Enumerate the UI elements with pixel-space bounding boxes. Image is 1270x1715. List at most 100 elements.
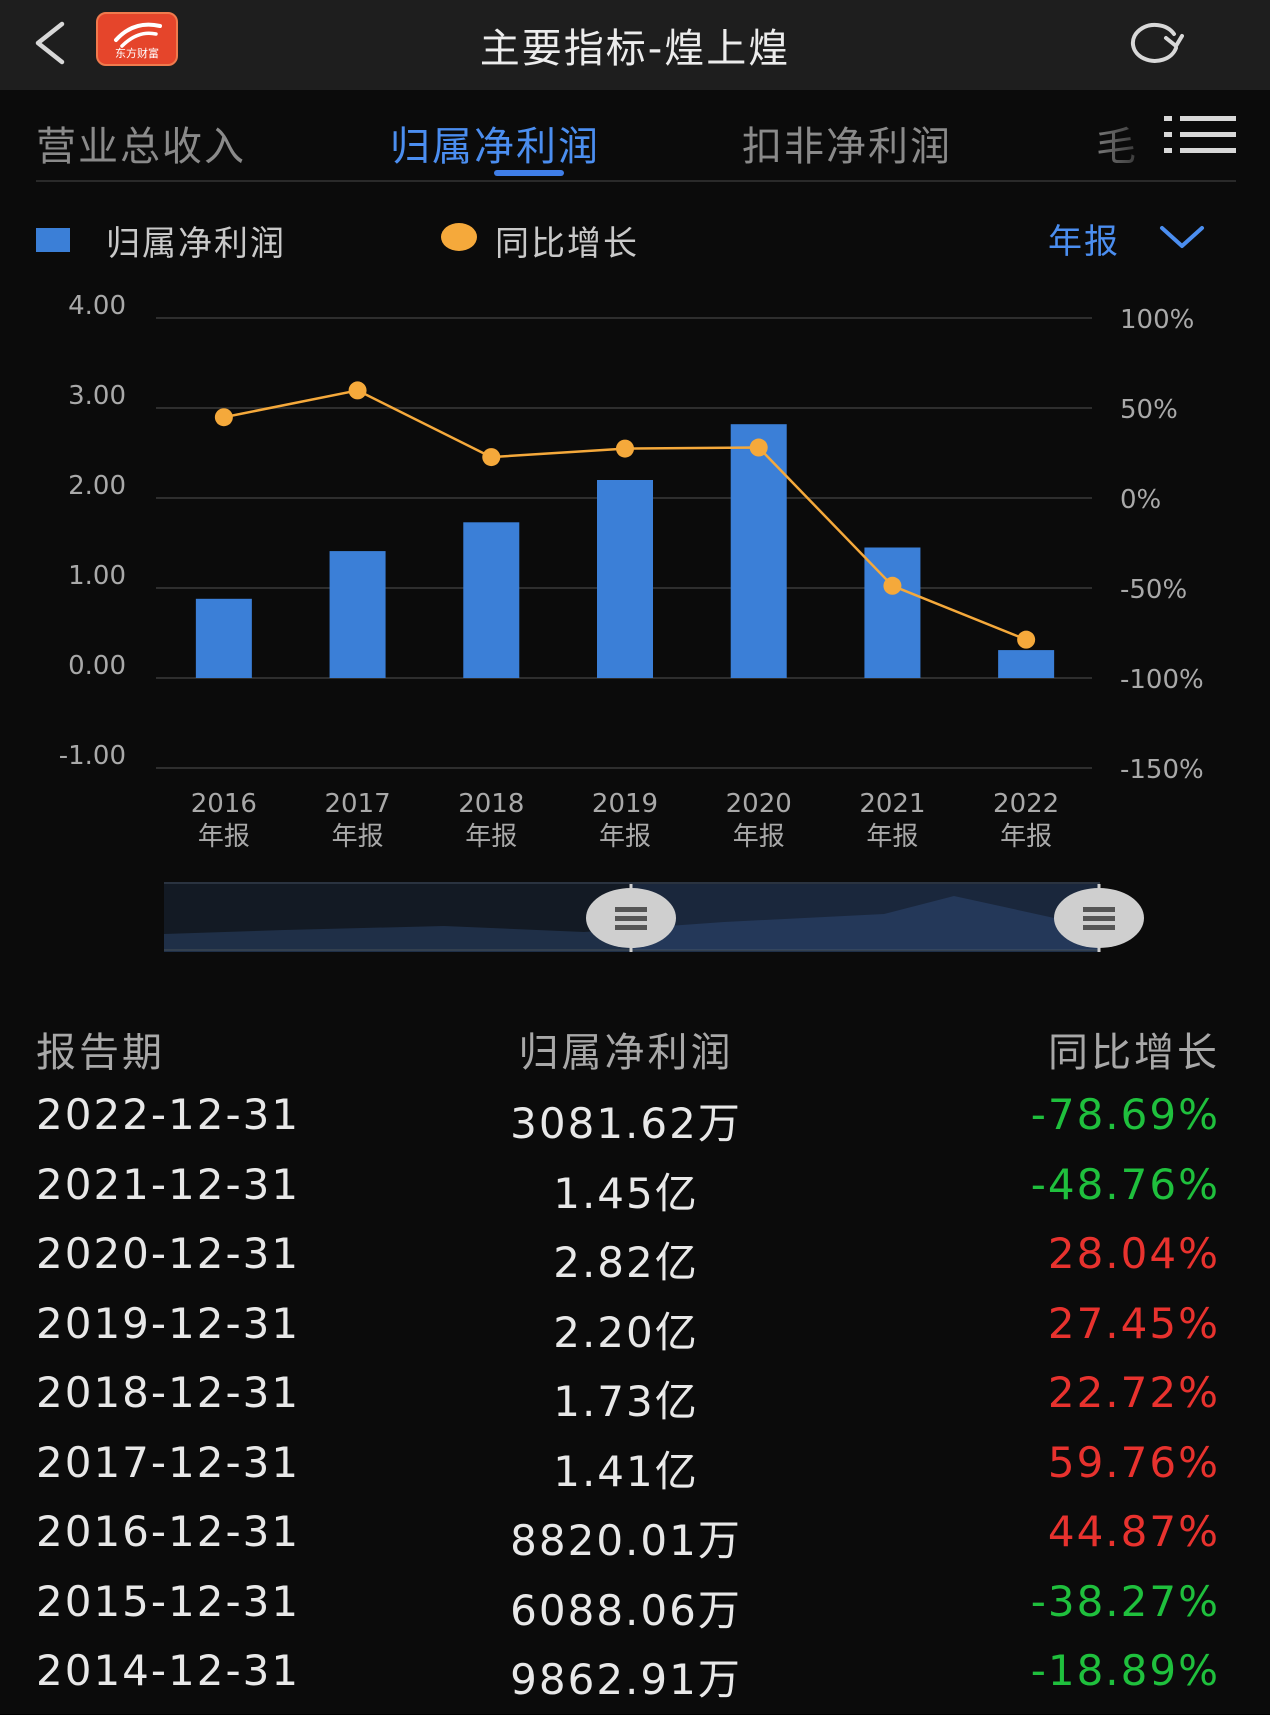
legend-bar-swatch (36, 228, 70, 252)
yoy-change-value: 59.76% (1047, 1437, 1220, 1487)
tabs-divider (36, 180, 1236, 182)
table-row[interactable]: 2022-12-31 3081.62万 -78.69% (0, 1090, 1270, 1159)
profit-bar (195, 598, 252, 678)
legend-line-swatch (441, 223, 477, 251)
yoy-change-value: -38.27% (1030, 1576, 1220, 1626)
report-date: 2019-12-31 (36, 1298, 301, 1348)
y-left-tick-label: 1.00 (68, 561, 126, 591)
y-left-tick-label: 3.00 (68, 381, 126, 411)
x-tick-sub: 年报 (866, 822, 918, 852)
x-tick-sub: 年报 (332, 822, 384, 852)
tab-net-profit[interactable]: 归属净利润 (390, 124, 600, 170)
yoy-change-value: 27.45% (1047, 1298, 1220, 1348)
legend-bar-label[interactable]: 归属净利润 (106, 224, 286, 264)
active-tab-indicator (494, 170, 564, 176)
profit-bar (329, 551, 386, 678)
x-tick-year: 2021 (859, 789, 925, 819)
table-row[interactable]: 2014-12-31 9862.91万 -18.89% (0, 1646, 1270, 1715)
x-tick-year: 2017 (324, 789, 390, 819)
net-profit-value: 1.45亿 (553, 1168, 699, 1218)
net-profit-value: 2.82亿 (553, 1238, 699, 1287)
table-row[interactable]: 2021-12-31 1.45亿 -48.76% (0, 1160, 1270, 1229)
x-tick-sub: 年报 (198, 822, 250, 852)
y-left-tick-label: 2.00 (68, 471, 126, 501)
scroller-handle-left[interactable] (584, 884, 678, 952)
net-profit-value: 2.20亿 (553, 1307, 699, 1357)
tab-fade-overlay (1086, 92, 1166, 180)
profit-bar (864, 547, 921, 678)
yoy-change-value: -48.76% (1030, 1159, 1220, 1209)
table-row[interactable]: 2017-12-31 1.41亿 59.76% (0, 1438, 1270, 1507)
scroller-selection (632, 884, 1100, 950)
growth-point (1017, 630, 1036, 649)
table-row[interactable]: 2015-12-31 6088.06万 -38.27% (0, 1577, 1270, 1646)
table-row[interactable]: 2020-12-31 2.82亿 28.04% (0, 1229, 1270, 1298)
y-right-tick-label: 100% (1120, 305, 1194, 335)
report-date: 2022-12-31 (36, 1090, 301, 1139)
profit-bar (597, 480, 653, 678)
report-date: 2015-12-31 (36, 1576, 301, 1626)
yoy-change-value: -78.69% (1030, 1090, 1220, 1139)
report-date: 2016-12-31 (36, 1507, 301, 1556)
yoy-change-value: 22.72% (1047, 1368, 1220, 1417)
report-date: 2021-12-31 (36, 1159, 301, 1209)
legend-line-label[interactable]: 同比增长 (495, 224, 639, 264)
app-logo: 东方财富 (96, 12, 178, 66)
report-date: 2014-12-31 (36, 1646, 301, 1695)
profit-bar (463, 522, 520, 678)
top-bar: 东方财富 主要指标-煌上煌 (0, 0, 1270, 90)
table-row[interactable]: 2016-12-31 8820.01万 44.87% (0, 1507, 1270, 1576)
table-row[interactable]: 2019-12-31 2.20亿 27.45% (0, 1299, 1270, 1368)
profit-bar (730, 424, 787, 678)
y-right-tick-label: -50% (1120, 575, 1187, 605)
x-tick-year: 2020 (726, 789, 792, 819)
report-date: 2018-12-31 (36, 1368, 301, 1417)
range-scroller[interactable] (164, 882, 1144, 952)
back-arrow-icon[interactable] (28, 18, 78, 68)
logo-text: 东方财富 (115, 47, 159, 60)
x-tick-year: 2016 (191, 789, 257, 819)
growth-point (883, 576, 902, 595)
yoy-change-value: -18.89% (1030, 1646, 1220, 1695)
refresh-icon[interactable] (1126, 16, 1184, 68)
growth-point (616, 439, 634, 458)
menu-list-icon[interactable] (1164, 112, 1236, 158)
period-dropdown[interactable]: 年报 (1048, 222, 1120, 262)
x-tick-sub: 年报 (599, 822, 651, 852)
page-title: 主要指标-煌上煌 (479, 26, 791, 72)
chevron-down-icon[interactable] (1158, 222, 1206, 252)
scroller-handle-right[interactable] (1052, 884, 1146, 952)
table-row[interactable]: 2018-12-31 1.73亿 22.72% (0, 1368, 1270, 1437)
y-left-tick-label: 0.00 (68, 651, 126, 681)
y-left-tick-label: 4.00 (68, 291, 126, 321)
profit-bar (998, 650, 1055, 678)
x-tick-sub: 年报 (465, 822, 517, 852)
net-profit-value: 9862.91万 (510, 1655, 742, 1704)
report-date: 2017-12-31 (36, 1437, 301, 1487)
net-profit-value: 8820.01万 (510, 1516, 742, 1565)
indicator-tabs: 营业总收入 归属净利润 扣非净利润 毛 (0, 92, 1270, 180)
x-tick-year: 2019 (592, 789, 658, 819)
y-right-tick-label: -100% (1120, 665, 1204, 695)
x-tick-year: 2022 (993, 789, 1059, 819)
x-tick-sub: 年报 (733, 822, 785, 852)
net-profit-value: 6088.06万 (510, 1585, 742, 1635)
y-right-tick-label: 50% (1120, 395, 1178, 425)
x-tick-sub: 年报 (1000, 822, 1052, 852)
growth-point (214, 408, 233, 427)
net-profit-value: 1.73亿 (553, 1377, 699, 1426)
y-right-tick-label: -150% (1120, 755, 1204, 785)
yoy-change-value: 44.87% (1047, 1507, 1220, 1556)
header-net-profit: 归属净利润 (518, 1030, 734, 1076)
growth-point (749, 438, 768, 457)
y-left-tick-label: -1.00 (59, 741, 126, 771)
tab-deducted-net-profit[interactable]: 扣非净利润 (742, 124, 952, 170)
profit-chart: 4.00 3.00 2.00 1.00 0.00 -1.00 100% 50% 0% -50% -1… (59, 291, 1204, 852)
header-yoy-growth: 同比增长 (1048, 1030, 1220, 1076)
report-date: 2020-12-31 (36, 1229, 301, 1278)
tab-revenue[interactable]: 营业总收入 (36, 124, 246, 170)
net-profit-value: 3081.62万 (510, 1099, 742, 1148)
x-tick-year: 2018 (458, 789, 524, 819)
growth-point (482, 448, 501, 467)
logo-swoosh-icon (114, 22, 162, 48)
